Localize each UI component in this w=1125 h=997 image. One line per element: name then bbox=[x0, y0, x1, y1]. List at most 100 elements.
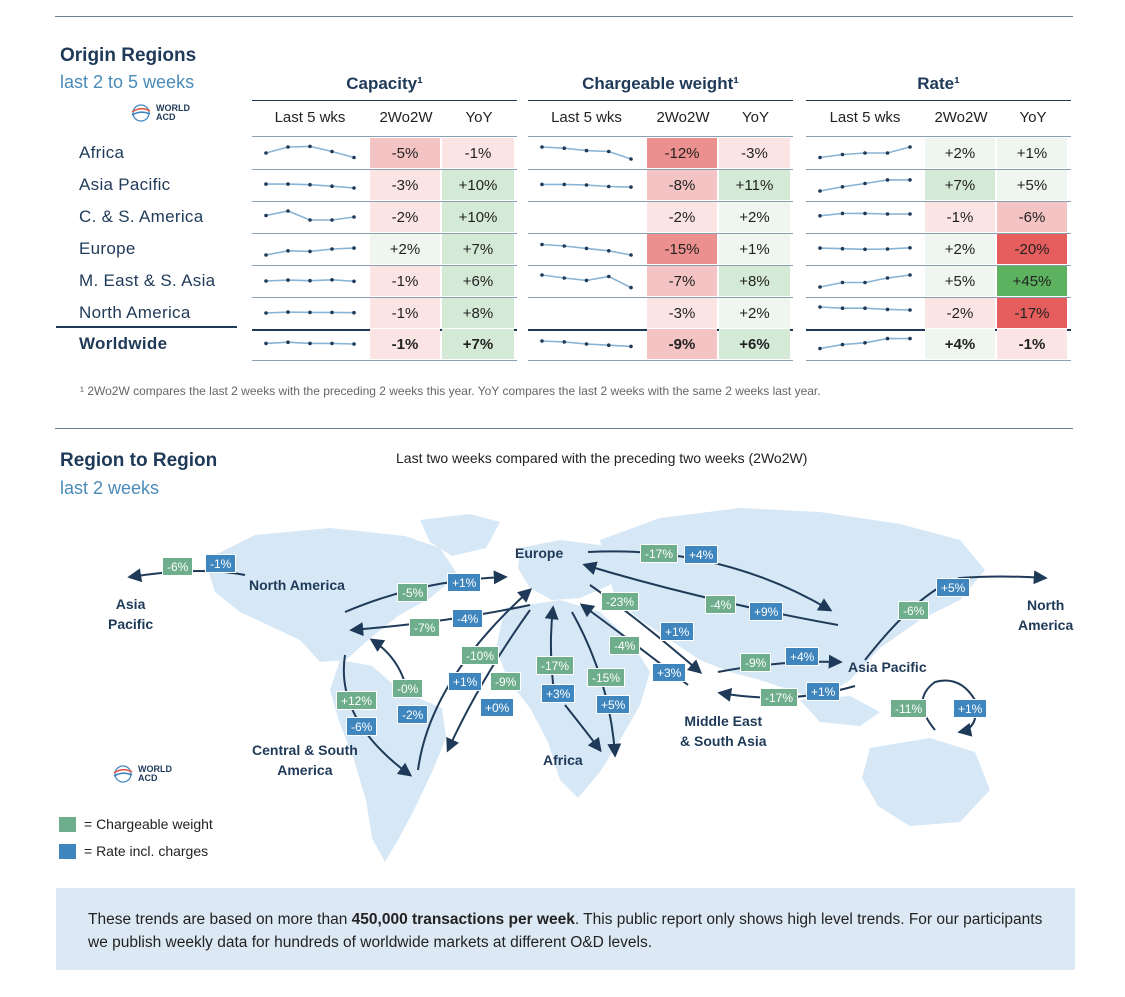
row-rule-weight-0 bbox=[528, 169, 793, 170]
cell-capacity-2wo2w-4: -1% bbox=[370, 266, 440, 296]
cell-capacity-2wo2w-0: -5% bbox=[370, 138, 440, 168]
globe-swoosh-icon bbox=[131, 104, 151, 122]
spark-point-capacity-6-0 bbox=[264, 341, 268, 346]
spark-point-capacity-4-2 bbox=[308, 278, 312, 283]
spark-point-capacity-5-4 bbox=[352, 310, 356, 315]
spark-point-capacity-5-2 bbox=[308, 310, 312, 315]
label-north-america-right-line1: North bbox=[1026, 597, 1065, 613]
spark-point-weight-6-4 bbox=[629, 344, 633, 349]
label-me-line2: & South Asia bbox=[680, 733, 767, 749]
spark-point-weight-3-0 bbox=[540, 242, 544, 247]
region-label-4: M. East & S. Asia bbox=[79, 271, 216, 290]
spark-point-capacity-2-1 bbox=[286, 209, 290, 213]
cell-capacity-yoy-2: +10% bbox=[442, 202, 514, 232]
group-header-rate: Rate¹ bbox=[917, 74, 960, 93]
legend-rate-label: = Rate incl. charges bbox=[84, 843, 209, 859]
spark-point-weight-1-1 bbox=[562, 182, 567, 187]
info-text-pre: These trends are based on more than bbox=[88, 911, 352, 928]
cell-weight-2wo2w-5: -3% bbox=[647, 298, 717, 328]
logo-word-2: ACD bbox=[156, 112, 176, 122]
rate-badge-3: -4% bbox=[452, 609, 484, 628]
spark-point-rate-1-4 bbox=[908, 178, 912, 182]
rate-badge-13: +1% bbox=[806, 682, 841, 701]
rate-badge-12: +4% bbox=[785, 647, 820, 666]
spark-point-capacity-1-0 bbox=[264, 182, 268, 186]
spark-point-capacity-4-0 bbox=[264, 279, 268, 283]
spark-point-rate-0-0 bbox=[818, 155, 822, 160]
map-caption: Last two weeks compared with the precedi… bbox=[396, 450, 808, 466]
label-asia-pacific-left-line1: Asia bbox=[115, 596, 146, 612]
cell-weight-yoy-4: +8% bbox=[719, 266, 790, 296]
col-head-last5-capacity: Last 5 wks bbox=[274, 109, 346, 126]
rate-badge-8: +0% bbox=[480, 698, 515, 717]
spark-point-capacity-2-2 bbox=[308, 218, 312, 222]
rate-badge-7: +1% bbox=[448, 672, 483, 691]
cell-rate-2wo2w-3: +2% bbox=[925, 234, 995, 264]
region-subtitle: last 2 weeks bbox=[60, 478, 160, 498]
spark-point-rate-5-3 bbox=[885, 307, 890, 312]
spark-point-rate-3-4 bbox=[908, 246, 912, 250]
label-asia-pacific: Asia Pacific bbox=[848, 659, 927, 675]
group-rule-weight bbox=[528, 100, 793, 101]
group-rule-rate bbox=[806, 100, 1071, 101]
cell-weight-yoy-0: -3% bbox=[719, 138, 790, 168]
region-label-6: Worldwide bbox=[79, 334, 168, 353]
label-north-america: North America bbox=[249, 577, 345, 593]
cell-weight-2wo2w-3: -15% bbox=[647, 234, 717, 264]
spark-point-rate-2-1 bbox=[840, 211, 845, 216]
cell-rate-yoy-6: -1% bbox=[997, 329, 1067, 359]
col-head-yoy-rate: YoY bbox=[1019, 109, 1047, 126]
spark-point-capacity-5-0 bbox=[264, 311, 268, 315]
map-logo-word-2: ACD bbox=[138, 773, 158, 783]
cell-weight-2wo2w-2: -2% bbox=[647, 202, 717, 232]
cell-weight-yoy-2: +2% bbox=[719, 202, 790, 232]
row-rule-weight-1 bbox=[528, 201, 793, 202]
cell-rate-yoy-2: -6% bbox=[997, 202, 1067, 232]
region-rule-worldwide bbox=[56, 326, 237, 328]
spark-point-weight-0-2 bbox=[584, 148, 589, 153]
weight-badge-6: -6% bbox=[898, 601, 930, 620]
weight-badge-10: -15% bbox=[587, 668, 626, 687]
row-rule-capacity-0 bbox=[252, 169, 517, 170]
spark-point-weight-6-2 bbox=[584, 342, 589, 346]
continent-north-america bbox=[205, 528, 458, 662]
cell-capacity-yoy-4: +6% bbox=[442, 266, 514, 296]
cell-capacity-2wo2w-5: -1% bbox=[370, 298, 440, 328]
cell-weight-2wo2w-4: -7% bbox=[647, 266, 717, 296]
continent-se-asia bbox=[800, 696, 880, 726]
row-rule-weight-3 bbox=[528, 265, 793, 266]
label-middle-east: Middle East & South Asia bbox=[680, 711, 767, 751]
spark-point-capacity-1-1 bbox=[286, 182, 290, 186]
spark-point-rate-4-3 bbox=[885, 276, 890, 280]
rate-badge-14: -6% bbox=[346, 717, 378, 736]
info-box: These trends are based on more than 450,… bbox=[56, 888, 1075, 970]
arrow-csa-na bbox=[369, 638, 405, 681]
spark-point-weight-3-4 bbox=[629, 253, 633, 257]
row-rule-rate-6 bbox=[806, 360, 1071, 361]
group-rule-capacity bbox=[252, 100, 517, 101]
cell-capacity-2wo2w-6: -1% bbox=[370, 329, 440, 359]
cell-rate-yoy-5: -17% bbox=[997, 298, 1067, 328]
spark-point-rate-5-1 bbox=[840, 306, 845, 311]
spark-point-weight-1-4 bbox=[629, 185, 633, 189]
spark-point-rate-3-3 bbox=[885, 247, 890, 251]
col-head-2wo2w-capacity: 2Wo2W bbox=[379, 109, 433, 126]
spark-point-capacity-3-0 bbox=[264, 253, 268, 257]
region-title: Region to Region bbox=[60, 450, 218, 471]
spark-point-rate-2-0 bbox=[818, 214, 822, 218]
cell-rate-2wo2w-2: -1% bbox=[925, 202, 995, 232]
spark-point-rate-0-4 bbox=[908, 145, 912, 149]
spark-point-rate-5-4 bbox=[908, 308, 912, 312]
group-header-capacity: Capacity¹ bbox=[346, 74, 423, 93]
weight-badge-3: -7% bbox=[409, 618, 441, 637]
spark-point-rate-2-4 bbox=[908, 212, 912, 216]
cell-rate-2wo2w-5: -2% bbox=[925, 298, 995, 328]
globe-swoosh-icon bbox=[113, 765, 133, 783]
spark-point-rate-0-2 bbox=[863, 151, 867, 155]
weight-badge-12: -9% bbox=[740, 653, 772, 672]
col-head-2wo2w-rate: 2Wo2W bbox=[934, 109, 988, 126]
spark-point-capacity-6-3 bbox=[330, 341, 334, 346]
spark-point-weight-3-2 bbox=[584, 246, 589, 251]
weight-badge-15: -0% bbox=[392, 679, 424, 698]
col-head-last5-weight: Last 5 wks bbox=[551, 109, 622, 126]
